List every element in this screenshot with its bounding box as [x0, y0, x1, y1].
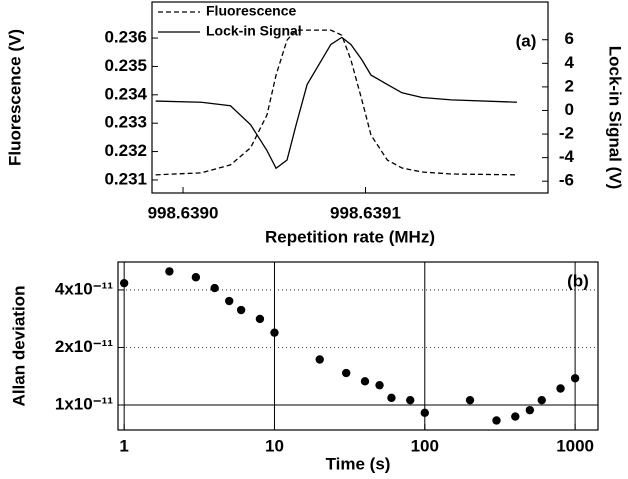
data-point: [210, 283, 219, 293]
y2-tick-label: 0: [565, 100, 574, 119]
y-tick-label: 0.235: [104, 56, 147, 75]
data-point: [165, 267, 174, 276]
y2-tick-label: 4: [565, 53, 575, 72]
y2-axis-label: Lock-in Signal (V): [606, 46, 625, 190]
data-point: [406, 395, 415, 405]
y2-tick-label: 6: [565, 29, 574, 48]
data-point: [360, 377, 370, 386]
data-point: [315, 355, 324, 364]
y-tick-label: 1x10⁻¹¹: [55, 394, 113, 413]
y-axis-label: Allan deviation: [9, 286, 28, 407]
y-tick-label: 4x10⁻¹¹: [55, 279, 113, 298]
y-tick-label: 0.233: [104, 113, 147, 132]
data-point: [492, 416, 501, 425]
data-point: [511, 412, 520, 421]
y2-tick-label: -2: [559, 124, 574, 143]
legend-label: Lock-in Signal: [206, 23, 302, 39]
data-point: [236, 305, 246, 315]
legend-label: Fluorescence: [206, 3, 296, 19]
y-tick-label: 0.234: [104, 84, 147, 103]
x-tick-label: 998.6391: [330, 203, 401, 222]
x-axis-label: Time (s): [326, 454, 391, 473]
data-point: [465, 395, 475, 405]
plot-frame: [117, 261, 599, 431]
data-point: [570, 374, 580, 383]
data-point: [225, 296, 234, 306]
y-tick-label: 0.231: [104, 169, 147, 188]
data-point: [255, 314, 265, 324]
y-tick-label: 0.236: [104, 28, 147, 47]
annotation: (a): [516, 31, 537, 50]
data-point: [191, 273, 201, 282]
annotation: (b): [567, 271, 589, 290]
series-line: [155, 29, 517, 176]
y2-tick-label: 2: [565, 76, 574, 95]
data-point: [537, 395, 546, 405]
y-tick-label: 0.232: [104, 141, 147, 160]
y-axis-label: Fluorescence (V): [5, 29, 24, 166]
x-tick-label: 998.6390: [148, 203, 219, 222]
series-line: [155, 36, 518, 170]
x-tick-label: 1: [119, 436, 128, 455]
data-point: [119, 278, 129, 288]
data-point: [525, 405, 535, 415]
data-point: [387, 393, 396, 403]
x-tick-label: 10: [265, 436, 284, 455]
y2-tick-label: -4: [559, 147, 575, 166]
x-tick-label: 1000: [556, 436, 594, 455]
data-point: [270, 328, 279, 337]
plot-frame: [151, 1, 549, 194]
data-point: [341, 368, 351, 378]
data-point: [420, 408, 429, 418]
y-tick-label: 2x10⁻¹¹: [55, 337, 113, 356]
x-axis-label: Repetition rate (MHz): [265, 227, 435, 246]
y2-tick-label: -6: [559, 171, 574, 190]
x-tick-label: 100: [411, 436, 439, 455]
data-point: [375, 380, 384, 390]
data-point: [556, 384, 565, 393]
